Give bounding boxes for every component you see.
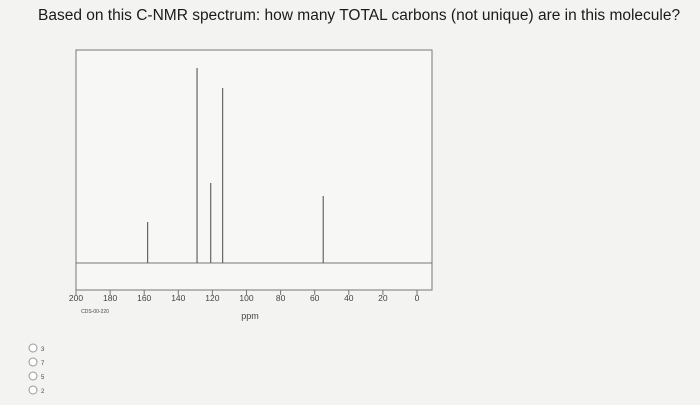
x-tick-label: 160 (137, 293, 151, 303)
plot-frame (75, 49, 433, 291)
x-tick-label: 120 (205, 293, 219, 303)
option[interactable]: 7 (28, 357, 45, 367)
radio-button[interactable] (28, 385, 38, 395)
option[interactable]: 5 (28, 371, 45, 381)
option-label: 7 (41, 361, 45, 367)
option-label: 2 (41, 389, 45, 395)
spectrum-code: CDS-00-220 (81, 309, 109, 315)
option-label: 5 (41, 375, 45, 381)
radio-button[interactable] (28, 357, 38, 367)
option-label: 3 (41, 347, 45, 353)
x-tick-label: 40 (344, 293, 354, 303)
x-tick-label: 0 (415, 293, 420, 303)
x-tick-label: 180 (103, 293, 117, 303)
radio-button[interactable] (28, 371, 38, 381)
x-tick-label: 100 (239, 293, 253, 303)
x-tick-label: 60 (310, 293, 320, 303)
x-tick-label: 140 (171, 293, 185, 303)
x-tick-label: 200 (69, 293, 83, 303)
question: Based on this C-NMR spectrum: how many T… (38, 7, 681, 24)
x-tick-label: 80 (276, 293, 286, 303)
option[interactable]: 2 (28, 385, 45, 395)
radio-button[interactable] (28, 343, 38, 353)
x-axis-label: ppm (241, 311, 259, 321)
option[interactable]: 3 (28, 343, 45, 353)
x-tick-label: 20 (378, 293, 388, 303)
